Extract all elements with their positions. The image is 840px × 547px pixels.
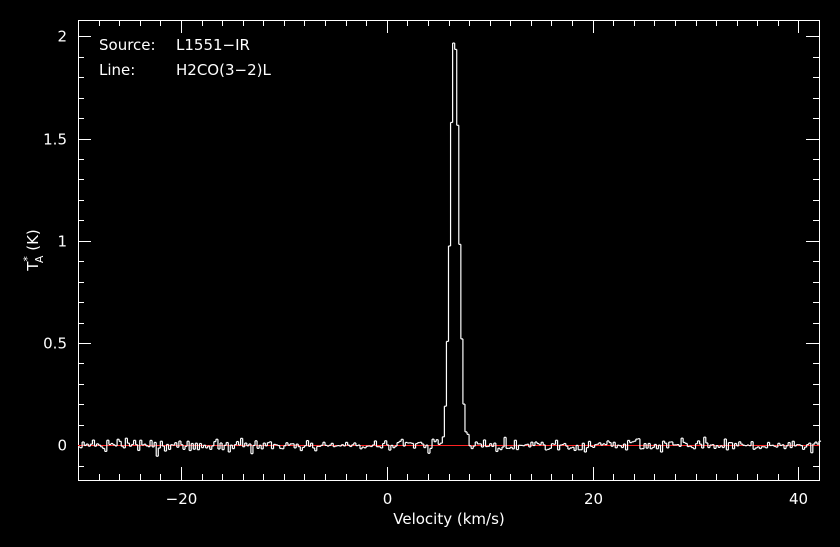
y-axis-label-subscript: A <box>33 255 46 263</box>
y-tick-label: 1 <box>57 233 67 251</box>
y-axis-label-base: T <box>24 261 42 272</box>
annotation-block: Source: L1551−IR Line: H2CO(3−2)L <box>99 36 271 79</box>
x-axis-label: Velocity (km/s) <box>393 510 504 528</box>
source-annotation-label: Source: <box>99 36 156 54</box>
source-annotation-value: L1551−IR <box>176 36 250 54</box>
y-tick-label: 1.5 <box>43 131 67 149</box>
line-annotation-value: H2CO(3−2)L <box>176 61 271 79</box>
ticks-group: −20 0 20 40 0 0.5 1 1.5 2 <box>43 20 820 508</box>
y-tick-label: 0.5 <box>43 335 67 353</box>
y-axis-label-unit: (K) <box>24 229 42 255</box>
x-tick-label: 0 <box>383 490 393 508</box>
svg-text:T*A (K): T*A (K) <box>21 229 46 272</box>
y-tick-label: 0 <box>57 437 67 455</box>
x-tick-label: 20 <box>584 490 603 508</box>
y-axis-label: T*A (K) <box>21 229 46 272</box>
y-tick-label: 2 <box>57 28 67 46</box>
x-tick-label: −20 <box>166 490 198 508</box>
line-annotation-label: Line: <box>99 61 135 79</box>
series-group <box>78 42 822 457</box>
x-tick-label: 40 <box>789 490 808 508</box>
y-axis-label-superscript: * <box>21 256 34 262</box>
